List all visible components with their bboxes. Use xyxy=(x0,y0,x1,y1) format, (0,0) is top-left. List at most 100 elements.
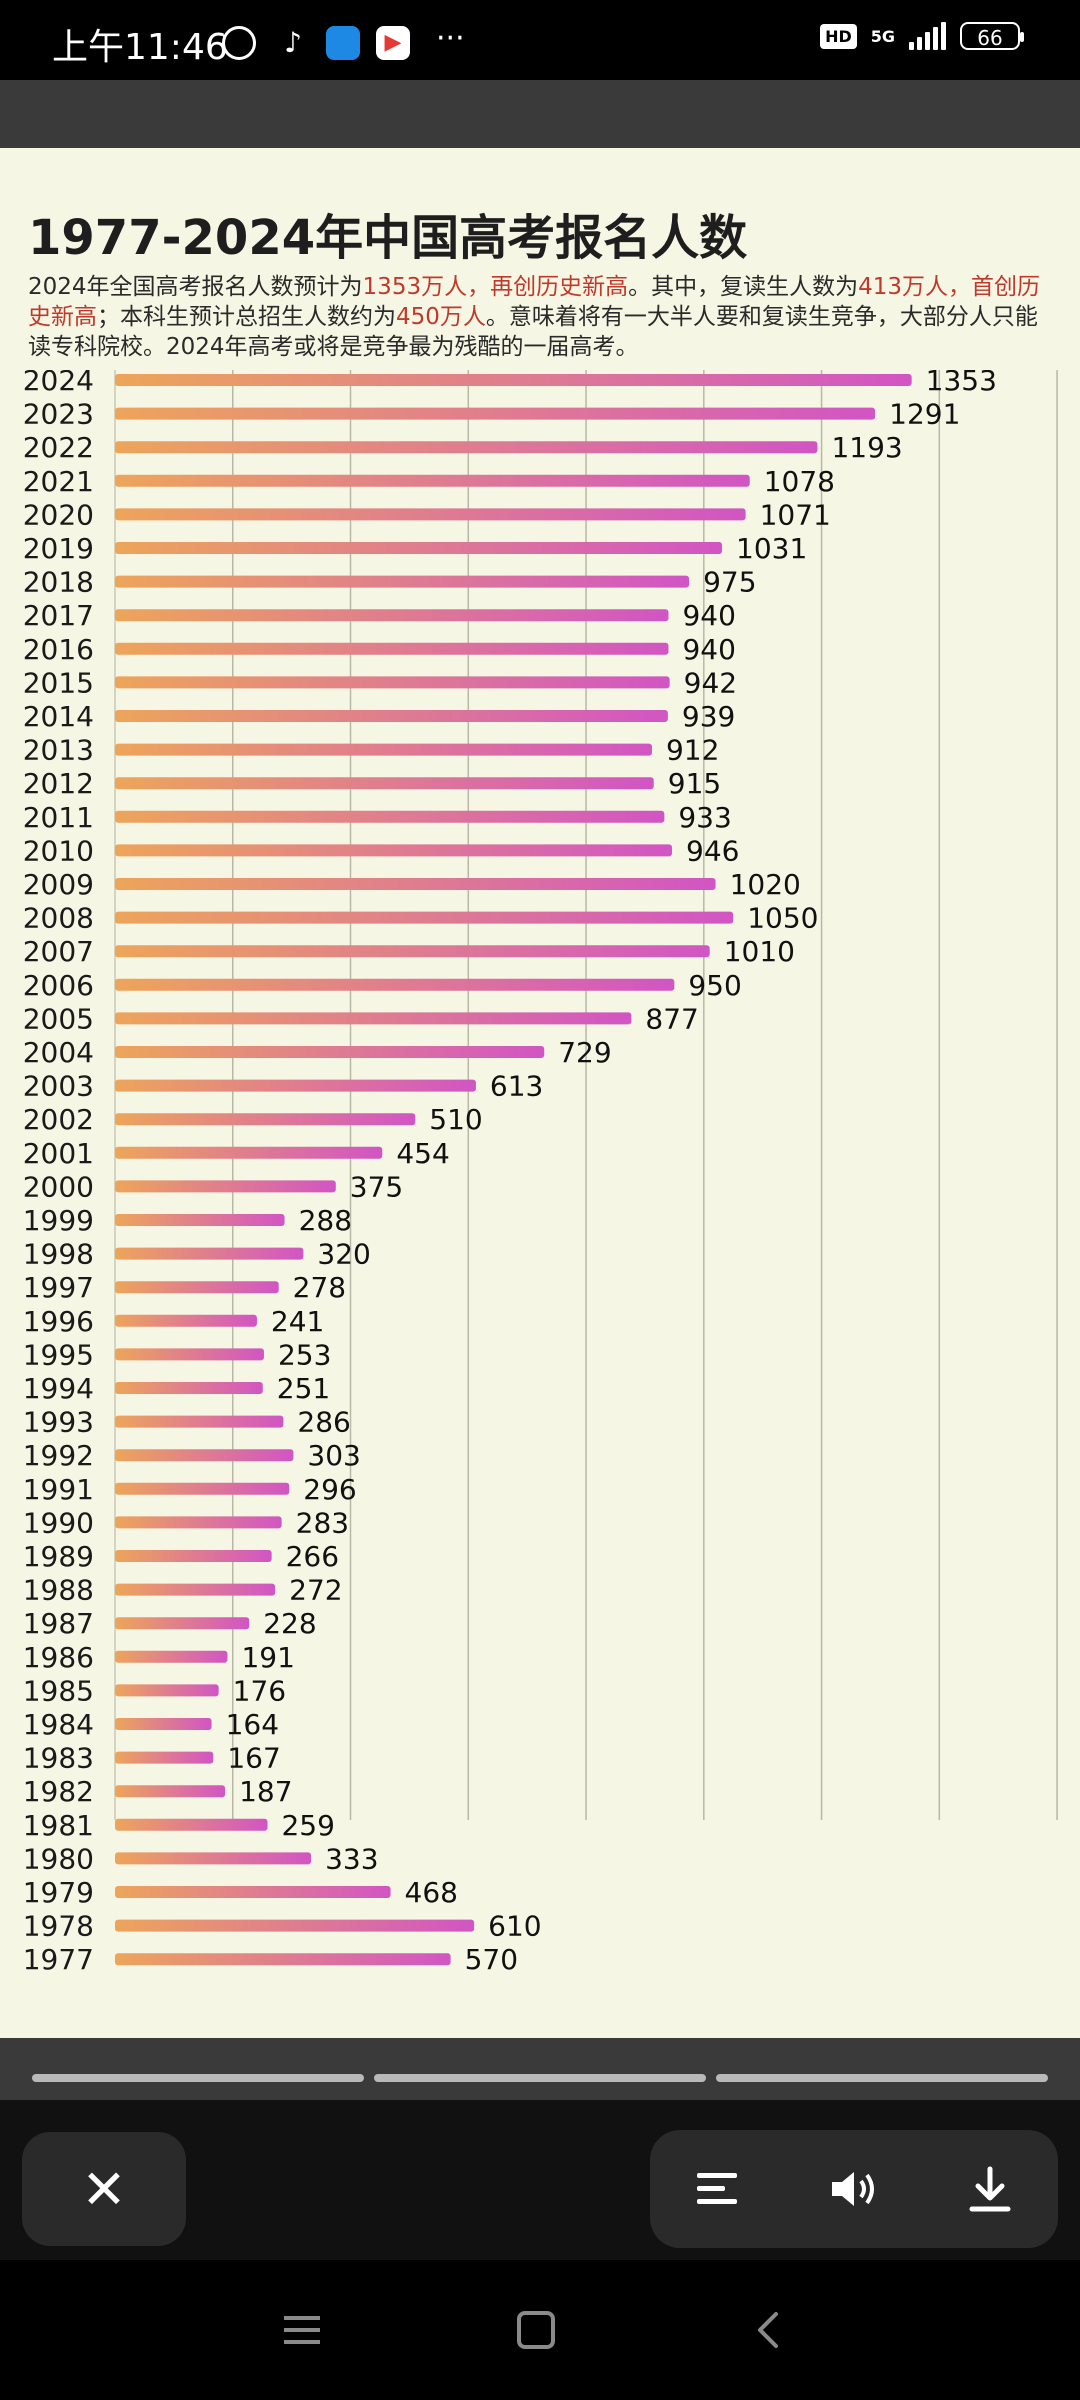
bar xyxy=(115,542,723,554)
image-card[interactable]: 1977-2024年中国高考报名人数 2024年全国高考报名人数预计为1353万… xyxy=(0,148,1080,2038)
value-label: 940 xyxy=(682,599,735,632)
battery-icon: 66 xyxy=(960,22,1024,50)
year-label: 2000 xyxy=(23,1170,94,1203)
year-label: 2011 xyxy=(23,801,94,834)
year-label: 2016 xyxy=(23,633,94,666)
chart-subtitle: 2024年全国高考报名人数预计为1353万人，再创历史新高。其中，复读生人数为4… xyxy=(28,272,1058,362)
year-label: 2017 xyxy=(23,599,94,632)
bar xyxy=(115,1919,475,1932)
bar xyxy=(115,1953,451,1966)
year-label: 1989 xyxy=(23,1540,94,1573)
value-label: 946 xyxy=(686,834,739,867)
nav-home-button[interactable] xyxy=(506,2300,566,2360)
download-button[interactable] xyxy=(950,2149,1030,2229)
bar xyxy=(115,1751,214,1764)
image-progress-strip xyxy=(32,2074,1048,2082)
bar xyxy=(115,1348,264,1361)
volume-button[interactable] xyxy=(814,2149,894,2229)
value-label: 1291 xyxy=(889,398,960,431)
value-label: 259 xyxy=(281,1809,334,1842)
value-label: 510 xyxy=(429,1103,482,1136)
menu-icon xyxy=(697,2173,737,2204)
close-button[interactable]: ✕ xyxy=(22,2132,186,2246)
home-icon xyxy=(517,2311,555,2349)
bar xyxy=(115,1617,250,1630)
value-label: 975 xyxy=(703,566,756,599)
value-label: 1020 xyxy=(730,868,801,901)
bar xyxy=(115,1718,212,1730)
bar xyxy=(115,374,912,386)
bar-chart: 2024 1353 2023 1291 2022 1193 2021 1078 2020 1071… xyxy=(23,370,1058,1970)
bar xyxy=(115,1314,257,1327)
subtitle-text: 。意味着将有一大半人要和复读生竞争，大部分人只能读专科院校。2024年高考或将是… xyxy=(28,304,1038,360)
value-label: 266 xyxy=(286,1540,339,1573)
bar xyxy=(115,1214,285,1226)
year-label: 2022 xyxy=(23,431,94,464)
year-label: 2020 xyxy=(23,498,94,531)
bar xyxy=(115,1146,383,1159)
subtitle-text: 2024年全国高考报名人数预计为 xyxy=(28,274,363,300)
value-label: 940 xyxy=(682,633,735,666)
progress-segment xyxy=(32,2074,364,2082)
app-play-icon: ▶ xyxy=(376,26,410,60)
download-icon xyxy=(969,2166,1011,2212)
bar xyxy=(115,1482,290,1495)
alarm-icon xyxy=(222,26,256,60)
subtitle-text: 。其中，复读生人数为 xyxy=(628,274,859,300)
year-label: 2024 xyxy=(23,370,94,397)
value-label: 613 xyxy=(490,1070,543,1103)
year-label: 2007 xyxy=(23,935,94,968)
value-label: 950 xyxy=(688,969,741,1002)
bar xyxy=(115,1281,279,1294)
year-label: 2002 xyxy=(23,1103,94,1136)
year-label: 2010 xyxy=(23,834,94,867)
bar xyxy=(115,1046,545,1058)
value-label: 939 xyxy=(682,700,735,733)
year-label: 1997 xyxy=(23,1271,94,1304)
value-label: 253 xyxy=(278,1338,331,1371)
year-label: 1990 xyxy=(23,1506,94,1539)
bar xyxy=(115,1113,416,1126)
bar xyxy=(115,1886,391,1898)
year-label: 2023 xyxy=(23,398,94,431)
value-label: 286 xyxy=(297,1406,350,1439)
year-label: 1999 xyxy=(23,1204,94,1237)
value-label: 1071 xyxy=(760,498,831,531)
progress-segment xyxy=(374,2074,706,2082)
bar xyxy=(115,508,746,521)
nav-back-button[interactable] xyxy=(740,2300,800,2360)
bar xyxy=(115,1852,312,1865)
bar xyxy=(115,1415,284,1428)
chart-title: 1977-2024年中国高考报名人数 xyxy=(28,210,748,266)
value-label: 1010 xyxy=(724,935,795,968)
bar xyxy=(115,642,669,655)
network-type: 5G xyxy=(870,26,895,46)
menu-button[interactable] xyxy=(678,2149,758,2229)
signal-icon xyxy=(909,22,946,50)
bar xyxy=(115,474,750,487)
bar xyxy=(115,407,876,420)
year-label: 1980 xyxy=(23,1842,94,1875)
year-label: 2013 xyxy=(23,734,94,767)
nav-menu-button[interactable] xyxy=(272,2300,332,2360)
value-label: 320 xyxy=(317,1238,370,1271)
year-label: 1993 xyxy=(23,1406,94,1439)
year-label: 1978 xyxy=(23,1910,94,1943)
bar xyxy=(115,710,668,722)
year-label: 1982 xyxy=(23,1775,94,1808)
tiktok-icon: ♪ xyxy=(276,26,310,60)
value-label: 303 xyxy=(307,1439,360,1472)
year-label: 2012 xyxy=(23,767,94,800)
viewer-controls xyxy=(650,2130,1058,2248)
year-label: 1983 xyxy=(23,1742,94,1775)
app-blue-icon xyxy=(326,26,360,60)
year-label: 1984 xyxy=(23,1708,94,1741)
year-label: 1998 xyxy=(23,1238,94,1271)
value-label: 375 xyxy=(350,1170,403,1203)
value-label: 933 xyxy=(678,801,731,834)
year-label: 1996 xyxy=(23,1305,94,1338)
year-label: 1986 xyxy=(23,1641,94,1674)
value-label: 288 xyxy=(299,1204,352,1237)
value-label: 167 xyxy=(227,1742,280,1775)
bar xyxy=(115,1818,268,1831)
